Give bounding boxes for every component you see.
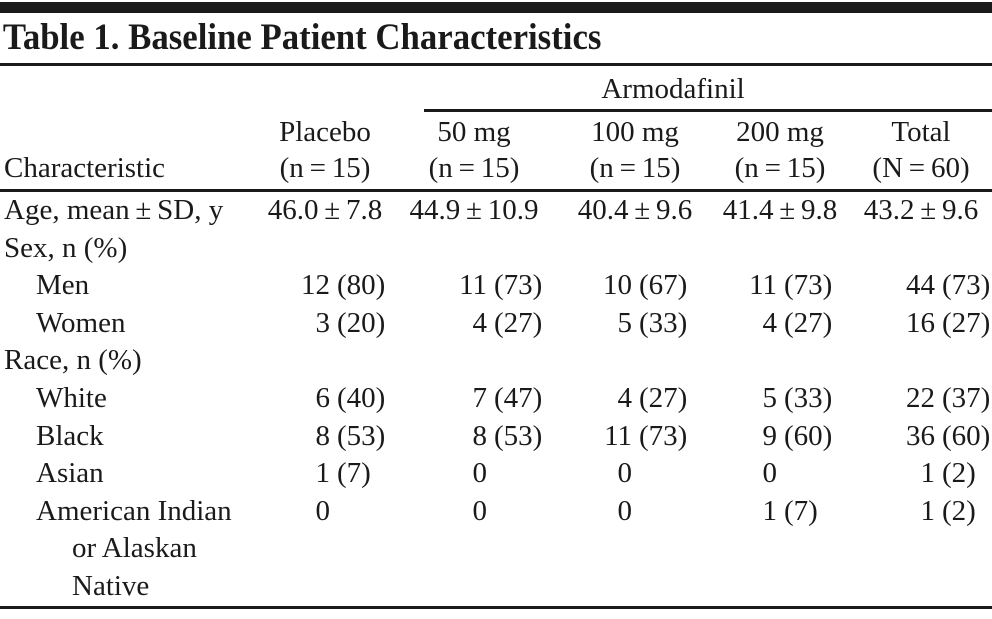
value-cell — [388, 342, 560, 380]
value-cell — [560, 230, 710, 268]
row-label: American Indian or Alaskan Native — [36, 494, 232, 602]
value-cell: 8 (53) — [472, 419, 543, 452]
column-header-characteristic: Characteristic — [0, 112, 262, 192]
value-cell — [560, 342, 710, 380]
value-cell: 6 (40) — [315, 381, 386, 414]
value-cell: 11 (73) — [604, 419, 688, 452]
table-row: Age, mean ± SD, y 46.0 ± 7.8 44.9 ± 10.9 40… — [0, 191, 992, 230]
value-cell: 44.9 ± 10.9 — [409, 194, 539, 226]
value-cell: 0 — [617, 457, 633, 490]
bottom-rule — [0, 605, 992, 609]
table-row: Black 8 (53) 8 (53) 11 (73) 9 (60) 36 (60) — [0, 418, 992, 456]
value-cell — [850, 342, 992, 380]
table-title: Table 1. Baseline Patient Characteristic… — [2, 17, 602, 58]
table-row: Race, n (%) — [0, 342, 992, 380]
value-cell: 1 (7) — [762, 494, 818, 527]
value-cell: 5 (33) — [762, 381, 833, 414]
table-row: Men 12 (80) 11 (73) 10 (67) 11 (73) 44 (73) — [0, 267, 992, 305]
row-label: Asian — [36, 457, 104, 490]
row-label: Men — [36, 269, 90, 302]
column-header: 50 mg (n = 15) — [388, 112, 560, 192]
value-cell: 41.4 ± 9.8 — [722, 194, 838, 226]
value-cell: 1 (7) — [315, 457, 371, 490]
value-cell: 0 — [472, 494, 488, 527]
column-header: Total (N = 60) — [850, 112, 992, 192]
table-row: Asian 1 (7) 0 0 0 1 (2) — [0, 455, 992, 493]
value-cell: 22 (37) — [906, 381, 991, 414]
column-header: 200 mg (n = 15) — [710, 112, 850, 192]
row-label: Black — [36, 419, 104, 452]
value-cell: 11 (73) — [749, 269, 833, 302]
value-cell — [262, 230, 388, 268]
value-cell: 46.0 ± 7.8 — [267, 194, 383, 226]
value-cell: 1 (2) — [920, 494, 976, 527]
row-label: Women — [36, 306, 126, 339]
table-row: Sex, n (%) — [0, 230, 992, 268]
row-label: Race, n (%) — [4, 344, 142, 377]
value-cell: 0 — [315, 494, 331, 527]
value-cell: 3 (20) — [315, 306, 386, 339]
value-cell: 10 (67) — [603, 269, 688, 302]
value-cell: 36 (60) — [906, 419, 991, 452]
column-header: 100 mg (n = 15) — [560, 112, 710, 192]
value-cell: 9 (60) — [762, 419, 833, 452]
top-rule — [0, 2, 992, 13]
value-cell: 12 (80) — [301, 269, 386, 302]
value-cell: 4 (27) — [762, 306, 833, 339]
row-label: White — [36, 381, 107, 414]
table-body: Age, mean ± SD, y 46.0 ± 7.8 44.9 ± 10.9 40… — [0, 191, 992, 606]
value-cell — [388, 230, 560, 268]
row-label: Sex, n (%) — [4, 231, 128, 264]
table-row: American Indian or Alaskan Native 0 0 0 1 (7) 1(… — [0, 493, 992, 606]
column-header-row: Characteristic Placebo (n = 15) 50 mg (n = 1… — [0, 112, 992, 192]
value-cell: 16 (27) — [906, 306, 991, 339]
group-header-spacer — [0, 66, 388, 112]
group-header-armodafinil: Armodafinil — [388, 66, 992, 112]
value-cell: 7 (47) — [472, 381, 543, 414]
value-cell: 8 (53) — [315, 419, 386, 452]
value-cell: 4 (27) — [617, 381, 688, 414]
value-cell: 0 — [762, 457, 778, 490]
value-cell: 0 — [472, 457, 488, 490]
value-cell: 11 (73) — [459, 269, 543, 302]
value-cell — [262, 342, 388, 380]
baseline-characteristics-table: Armodafinil Characteristic Placebo (n = 15… — [0, 66, 992, 606]
group-header-label: Armodafinil — [424, 72, 992, 112]
value-cell: 43.2 ± 9.6 — [863, 194, 979, 226]
value-cell — [710, 342, 850, 380]
table-row: White 6 (40) 7 (47) 4 (27) 5 (33) 22 (37) — [0, 380, 992, 418]
value-cell: 1 (2) — [920, 457, 976, 490]
value-cell: 5 (33) — [617, 306, 688, 339]
group-header-row: Armodafinil — [0, 66, 992, 112]
value-cell: 40.4 ± 9.6 — [577, 194, 693, 226]
value-cell: 0 — [617, 494, 633, 527]
value-cell — [710, 230, 850, 268]
value-cell: 44 (73) — [906, 269, 991, 302]
row-label: Age, mean ± SD, y — [4, 194, 224, 226]
value-cell — [850, 230, 992, 268]
table-row: Women 3 (20) 4 (27) 5 (33) 4 (27) 16 (27) — [0, 305, 992, 343]
column-header: Placebo (n = 15) — [262, 112, 388, 192]
title-divider-rule — [0, 63, 992, 66]
value-cell: 4 (27) — [472, 306, 543, 339]
